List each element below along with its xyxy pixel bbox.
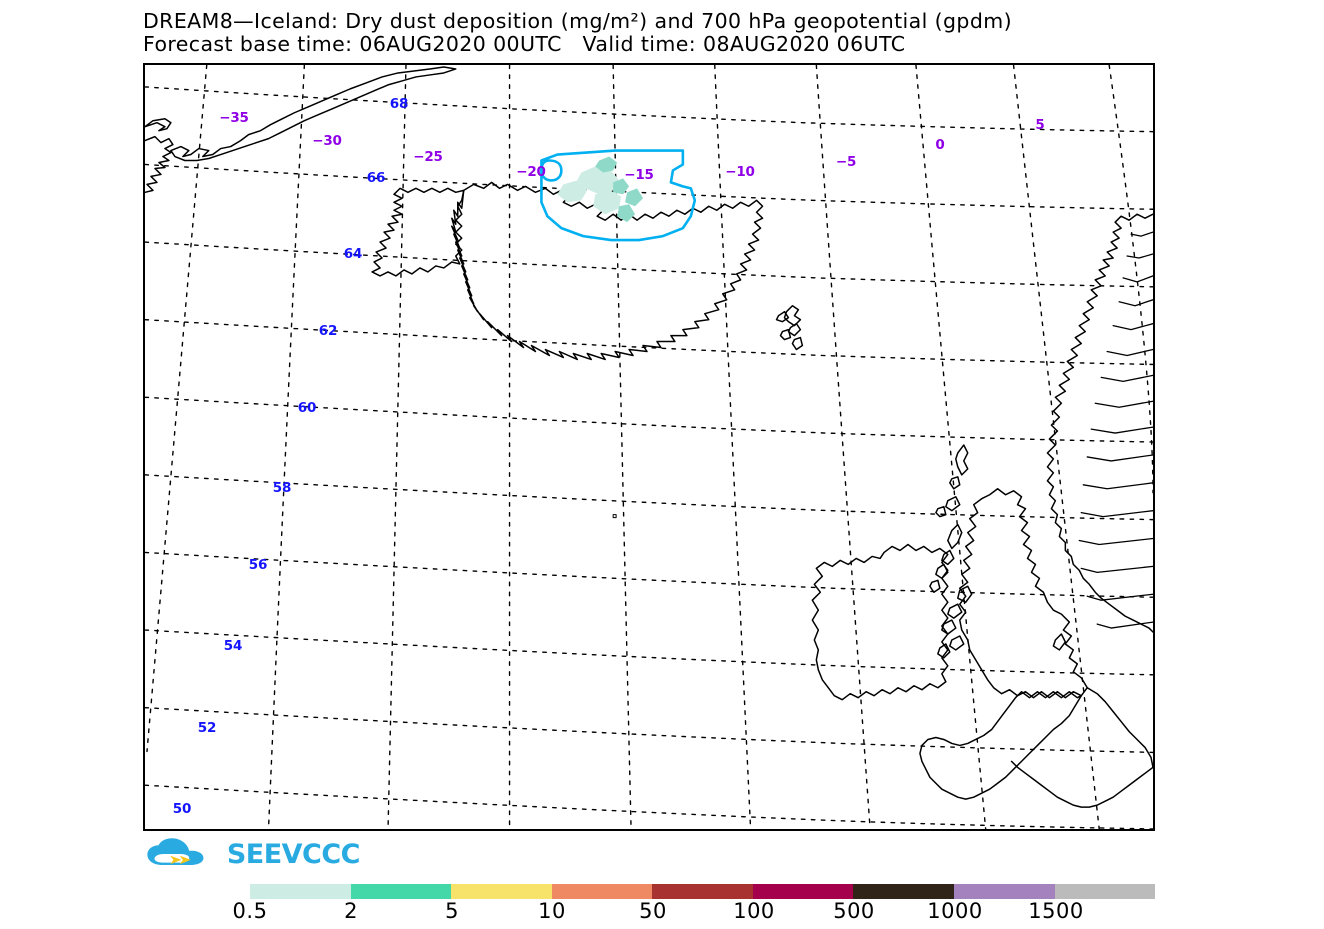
lat-label-54: 54 — [223, 638, 243, 654]
contour-marker-circle — [540, 159, 563, 182]
coastline-ireland — [811, 543, 949, 701]
coastline-norway — [1046, 213, 1153, 633]
lon-label-5: 5 — [1035, 117, 1045, 133]
lat-label-56: 56 — [248, 557, 268, 573]
colorbar-segment-2 — [451, 884, 552, 899]
title-line-2: Forecast base time: 06AUG2020 00UTC Vali… — [143, 32, 906, 56]
dust-deposition-field — [557, 156, 644, 223]
colorbar-segment-7 — [953, 884, 1055, 899]
coastline-iceland — [451, 181, 764, 361]
coastline-iceland-westfjords — [371, 187, 465, 277]
colorbar-segment-1 — [350, 884, 452, 899]
deposition-patch-mid-2 — [613, 178, 630, 195]
logo-text: SEEVCCC — [226, 838, 361, 870]
lon-label-minus5: −5 — [835, 154, 857, 170]
lat-label-50: 50 — [172, 801, 192, 817]
deposition-patch-low-1 — [577, 166, 620, 195]
chart-title-block: DREAM8—Iceland: Dry dust deposition (mg/… — [143, 10, 1323, 56]
contour-line-700hpa — [540, 149, 697, 242]
chevron-right-icon — [170, 855, 182, 865]
colorbar-tick-7: 1000 — [927, 899, 983, 923]
lon-label-minus10: −10 — [725, 164, 755, 180]
colorbar-segment-3 — [551, 884, 653, 899]
colorbar-tick-0: 0.5 — [232, 899, 268, 923]
lon-label-minus30: −30 — [312, 133, 342, 149]
lat-label-68: 68 — [389, 96, 409, 112]
coastline-norway-fjords — [1078, 231, 1153, 629]
lon-label-minus20: −20 — [516, 164, 546, 180]
lon-label-0: 0 — [935, 137, 945, 153]
colorbar-tick-8: 1500 — [1028, 899, 1084, 923]
coastline-england-wales — [919, 686, 1153, 800]
coastlines — [145, 66, 1153, 808]
coastline-isle-of-man — [1052, 633, 1067, 651]
title-line-1: DREAM8—Iceland: Dry dust deposition (mg/… — [143, 9, 1012, 33]
deposition-patch-mid-1 — [595, 156, 618, 173]
colorbar-segment-4 — [652, 884, 753, 899]
colorbar-tick-1: 2 — [344, 899, 358, 923]
colorbar — [250, 884, 1156, 899]
lat-label-52: 52 — [197, 720, 217, 736]
colorbar-tick-3: 10 — [538, 899, 566, 923]
seevccc-logo: SEEVCCC — [145, 834, 361, 874]
lon-label-minus35: −35 — [219, 110, 249, 126]
colorbar-segment-5 — [752, 884, 854, 899]
deposition-patch-low-3 — [593, 190, 622, 215]
colorbar-tick-6: 500 — [833, 899, 875, 923]
graticule-lines — [145, 65, 1153, 829]
colorbar-segment-6 — [853, 884, 954, 899]
colorbar-tick-labels: 0.5 2 5 10 50 100 500 1000 1500 — [0, 899, 1324, 929]
map-svg — [145, 65, 1153, 829]
colorbar-tick-4: 50 — [639, 899, 667, 923]
coastline-orkney — [935, 495, 961, 518]
coastline-inner-hebrides — [937, 585, 973, 659]
coastline-shetland — [949, 444, 969, 490]
map-plot-area: 68 66 64 62 60 58 56 54 52 50 −35 −30 −2… — [143, 63, 1155, 831]
deposition-patch-low-2 — [557, 180, 588, 203]
lat-label-64: 64 — [343, 246, 363, 262]
cloud-icon — [147, 838, 204, 866]
lat-label-62: 62 — [318, 323, 338, 339]
chevron-right-icon-2 — [179, 855, 191, 865]
coastline-faroe-islands — [775, 304, 804, 351]
coastline-greenland — [145, 66, 457, 194]
lon-label-minus15: −15 — [624, 167, 654, 183]
lat-label-66: 66 — [366, 170, 386, 186]
geopotential-contour — [540, 149, 697, 242]
coastline-rockall-dot — [612, 514, 617, 519]
colorbar-segment-0 — [250, 884, 351, 899]
colorbar-tick-2: 5 — [445, 899, 459, 923]
coastline-england-east — [1010, 760, 1153, 808]
colorbar-segment-8 — [1054, 884, 1156, 899]
colorbar-tick-5: 100 — [733, 899, 775, 923]
deposition-patch-mid-4 — [617, 204, 636, 223]
deposition-patch-mid-3 — [625, 188, 644, 207]
lat-label-60: 60 — [297, 400, 317, 416]
lon-label-minus25: −25 — [413, 149, 443, 165]
coastline-outer-hebrides — [929, 523, 963, 593]
coastline-scotland — [959, 488, 1089, 699]
lat-label-58: 58 — [272, 480, 292, 496]
